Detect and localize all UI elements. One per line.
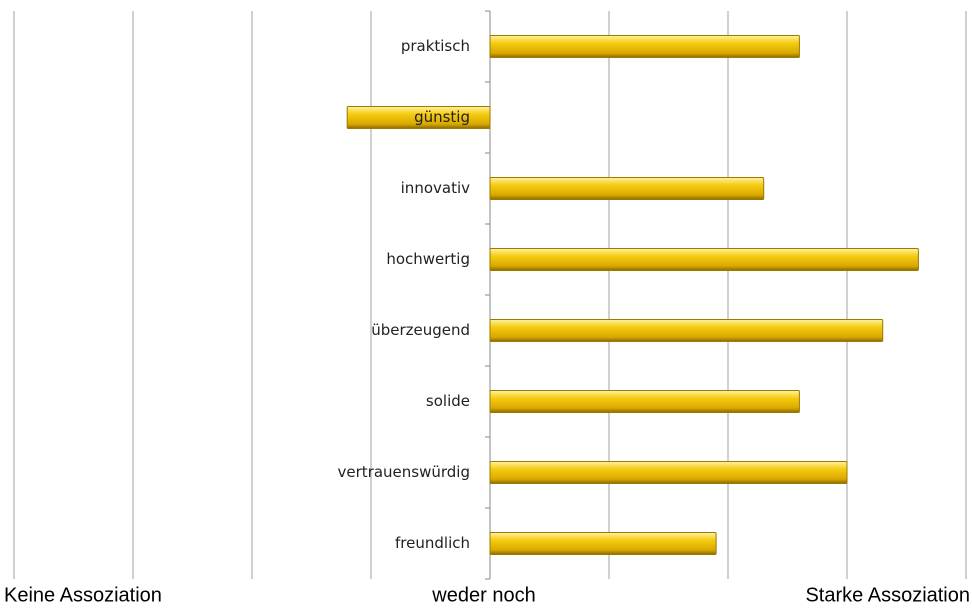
- category-label: freundlich: [395, 534, 470, 552]
- bar: [489, 390, 800, 413]
- bars: [346, 35, 919, 555]
- category-label: solide: [426, 392, 470, 410]
- category-label: vertrauenswürdig: [338, 463, 470, 481]
- x-tick-label: Starke Assoziation: [805, 584, 970, 606]
- labels: Keine Assoziation weder noch Starke Assozi…: [4, 37, 970, 606]
- category-label: praktisch: [401, 37, 470, 55]
- bar: [489, 461, 848, 484]
- category-label: günstig: [414, 108, 470, 126]
- category-label: hochwertig: [386, 250, 470, 268]
- category-label: innovativ: [401, 179, 470, 197]
- x-tick-label: weder noch: [431, 584, 535, 606]
- bar: [346, 106, 491, 129]
- category-label: überzeugend: [371, 321, 470, 339]
- x-tick-label: Keine Assoziation: [4, 584, 162, 606]
- bar: [489, 35, 800, 58]
- bar: [489, 532, 717, 555]
- bar: [489, 248, 919, 271]
- grid: [13, 10, 967, 580]
- bar: [489, 177, 765, 200]
- bar: [489, 319, 884, 342]
